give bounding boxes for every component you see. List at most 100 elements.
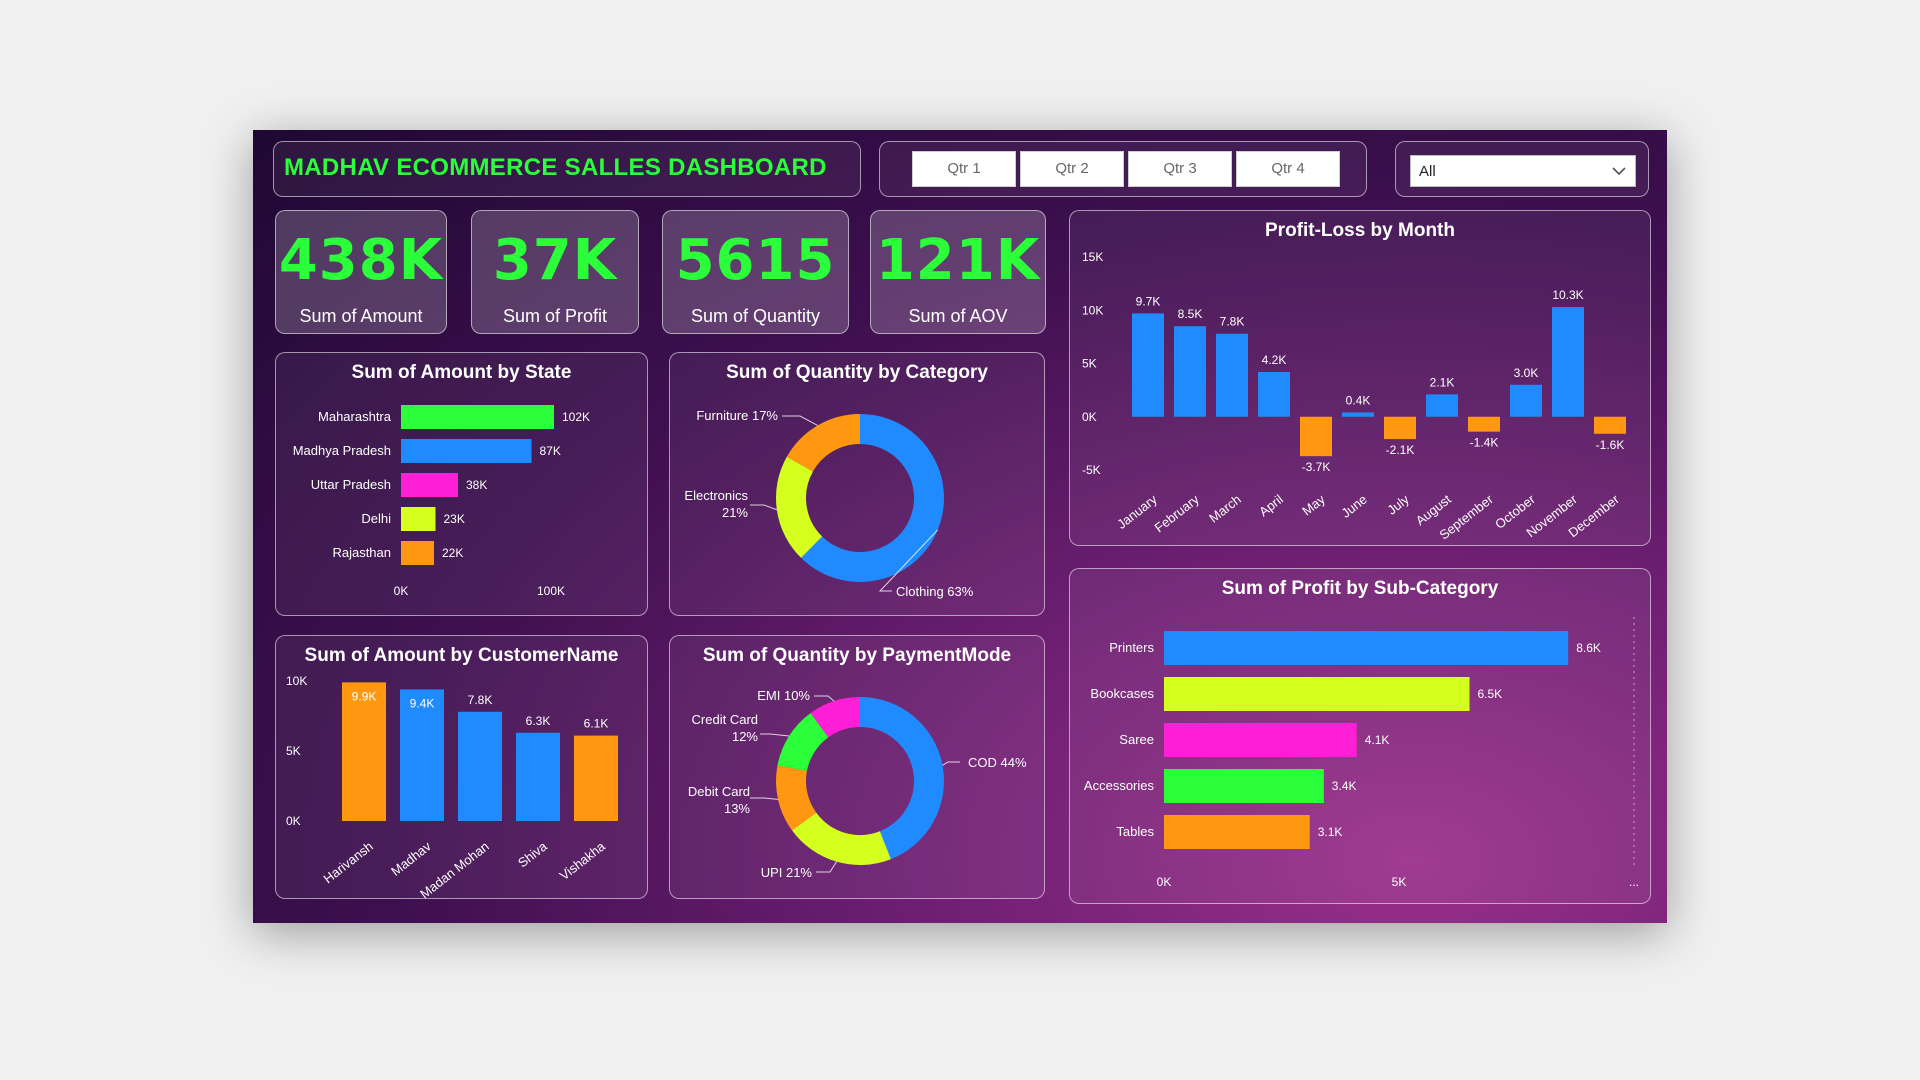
slice-label: 13%: [724, 801, 750, 816]
donut-slice: [786, 414, 861, 473]
chevron-down-icon: [1612, 167, 1626, 176]
kpi-value: 438K: [278, 228, 444, 293]
data-label: -2.1K: [1386, 443, 1415, 457]
bar: [1164, 769, 1324, 803]
kpi-label: Sum of Profit: [502, 306, 608, 326]
data-label: 9.4K: [410, 696, 435, 710]
category-label: Harivansh: [320, 839, 375, 887]
data-label: 3.1K: [1318, 825, 1343, 839]
category-label: Accessories: [1084, 778, 1155, 793]
y-tick-label: 0K: [1082, 410, 1097, 424]
bar: [342, 682, 386, 821]
chart-title: Profit-Loss by Month: [1265, 220, 1455, 241]
quantity-by-category-svg: Clothing 63% Electronics 21% Furniture 17%: [684, 408, 974, 599]
data-label: 3.0K: [1514, 366, 1539, 380]
amount-by-customer-svg: 0K5K10K9.9KHarivansh9.4KMadhav7.8KMadan …: [286, 674, 618, 902]
category-label: Uttar Pradesh: [311, 477, 391, 492]
leader-line: [942, 761, 960, 766]
y-tick-label: 10K: [286, 674, 307, 688]
bar: [1216, 333, 1248, 417]
bar: [1426, 394, 1458, 417]
data-label: 23K: [444, 512, 465, 526]
category-label: July: [1384, 491, 1412, 517]
kpi-card-profit: 37K Sum of Profit: [471, 210, 639, 334]
data-label: 9.7K: [1136, 294, 1161, 308]
chart-title: Sum of Profit by Sub-Category: [1221, 578, 1499, 599]
category-label: Bookcases: [1090, 686, 1154, 701]
category-label: Printers: [1109, 640, 1154, 655]
chart-amount-by-state: Sum of Amount by State 0K 100K Maharashtra…: [275, 352, 648, 616]
dashboard-title: MADHAV ECOMMERCE SALLES DASHBOARD: [284, 154, 827, 181]
filter-dropdown[interactable]: All: [1410, 155, 1636, 187]
leader-line: [814, 695, 835, 702]
slice-label: Electronics: [684, 488, 748, 503]
qtr-3-button[interactable]: Qtr 3: [1128, 151, 1232, 187]
donut-slice: [776, 765, 817, 831]
chart-profit-loss-by-month: Profit-Loss by Month -5K 0K 5K 10K 15K 9.7K Ja…: [1069, 210, 1651, 546]
data-label: 9.9K: [352, 689, 377, 703]
kpi-card-quantity: 5615 Sum of Quantity: [662, 210, 849, 334]
bar: [1468, 416, 1500, 432]
bar: [1258, 372, 1290, 417]
data-label: 87K: [540, 444, 561, 458]
category-label: Saree: [1119, 732, 1154, 747]
category-label: Shiva: [515, 838, 550, 870]
filter-selected-value: All: [1419, 163, 1436, 180]
data-label: 0.4K: [1346, 393, 1371, 407]
bar: [1384, 416, 1416, 440]
data-label: 4.2K: [1262, 353, 1287, 367]
y-tick-label: 0K: [286, 814, 301, 828]
bar: [400, 689, 444, 821]
quantity-by-paymentmode-svg: COD 44% UPI 21% Debit Card 13% Credit Card 12…: [688, 688, 1027, 880]
bar: [1510, 384, 1542, 417]
bar: [401, 405, 554, 429]
filter-card: All: [1395, 141, 1649, 197]
quarter-slicer: Qtr 1 Qtr 2 Qtr 3 Qtr 4: [879, 141, 1367, 197]
leader-line: [760, 733, 790, 737]
chart-title: Sum of Amount by CustomerName: [304, 645, 619, 666]
data-label: 8.5K: [1178, 307, 1203, 321]
qtr-4-button[interactable]: Qtr 4: [1236, 151, 1340, 187]
y-tick-label: -5K: [1082, 463, 1101, 477]
bar: [1132, 313, 1164, 417]
category-label: Delhi: [361, 511, 391, 526]
category-label: Madhya Pradesh: [293, 443, 391, 458]
category-label: Maharashtra: [318, 409, 392, 424]
data-label: 8.6K: [1576, 641, 1601, 655]
profit-loss-by-month-svg: -5K0K5K10K15K9.7KJanuary8.5KFebruary7.8K…: [1082, 250, 1626, 543]
data-label: 7.8K: [1220, 315, 1245, 329]
data-label: -1.6K: [1596, 438, 1625, 452]
leader-line: [816, 861, 837, 873]
bar: [574, 735, 618, 821]
slice-label: Credit Card: [692, 712, 758, 727]
data-label: 2.1K: [1430, 375, 1455, 389]
slice-label: Clothing 63%: [896, 584, 974, 599]
x-tick-label: 0K: [394, 584, 409, 598]
slice-label: UPI 21%: [761, 865, 813, 880]
data-label: 7.8K: [468, 693, 493, 707]
title-card: MADHAV ECOMMERCE SALLES DASHBOARD: [273, 141, 861, 197]
donut-slice: [777, 713, 829, 772]
bar: [1342, 412, 1374, 417]
axis-end-marker: ...: [1629, 875, 1639, 889]
profit-by-subcategory-svg: 0K 5K ... Printers 8.6K Bookcases 6.5K Saree 4.1…: [1084, 617, 1639, 889]
qtr-1-button[interactable]: Qtr 1: [912, 151, 1016, 187]
bar: [401, 439, 532, 463]
kpi-card-aov: 121K Sum of AOV: [870, 210, 1046, 334]
data-label: 4.1K: [1365, 733, 1390, 747]
chart-title: Sum of Quantity by PaymentMode: [702, 645, 1012, 666]
data-label: 10.3K: [1552, 288, 1583, 302]
kpi-label: Sum of AOV: [908, 306, 1008, 326]
bar: [1164, 723, 1357, 757]
qtr-2-button[interactable]: Qtr 2: [1020, 151, 1124, 187]
slice-label: 21%: [722, 505, 748, 520]
chart-quantity-by-category: Sum of Quantity by Category Clothing 63%…: [669, 352, 1045, 616]
leader-line: [878, 529, 939, 592]
donut-slice: [776, 456, 823, 558]
bar: [1552, 307, 1584, 417]
data-label: 102K: [562, 410, 590, 424]
chart-title: Sum of Amount by State: [351, 362, 572, 383]
kpi-value: 5615: [675, 228, 836, 293]
slice-label: 12%: [732, 729, 758, 744]
y-tick-label: 10K: [1082, 303, 1103, 317]
